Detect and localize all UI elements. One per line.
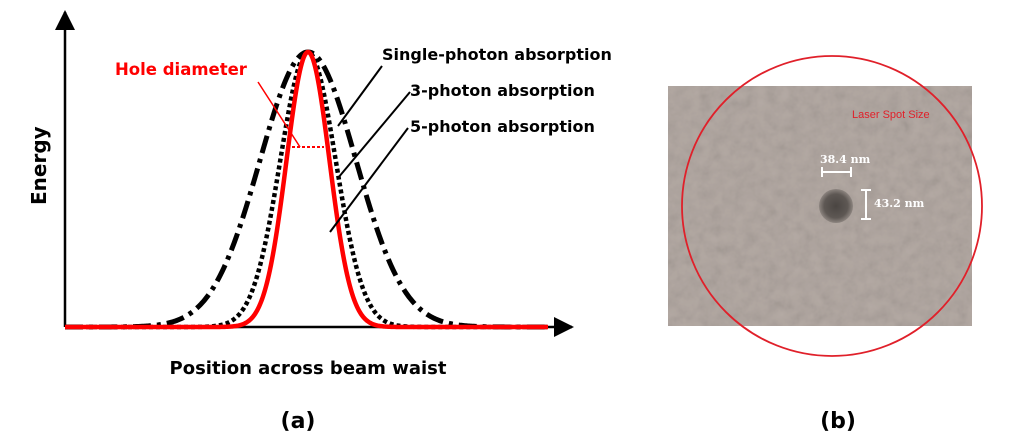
laser-spot-circle [681,55,983,357]
x-axis-title: Position across beam waist [170,358,447,379]
leader-single-photon [337,65,383,127]
panel-b-label: (b) [820,409,856,434]
drilled-hole [819,189,853,223]
measure-horizontal [821,167,852,177]
label-3-photon: 3-photon absorption [410,81,595,100]
hole-diameter-label: Hole diameter [115,60,248,79]
panel-a: Hole diameter Single-photon absorption 3… [27,10,612,434]
measure-vertical-label: 43.2 nm [874,197,925,210]
leader-5-photon [329,127,409,233]
laser-spot-label: Laser Spot Size [852,109,930,121]
measure-vertical [861,189,871,220]
panel-a-label: (a) [281,409,316,434]
curve-5-photon [65,49,548,330]
label-5-photon: 5-photon absorption [410,117,595,136]
y-axis-title: Energy [27,126,51,205]
hole-diameter-leader [257,81,301,148]
label-single-photon: Single-photon absorption [382,45,612,64]
leader-3-photon [337,91,411,179]
measure-horizontal-label: 38.4 nm [820,153,871,166]
panel-b: 38.4 nm 43.2 nm Laser Spot Size (b) [668,55,983,434]
